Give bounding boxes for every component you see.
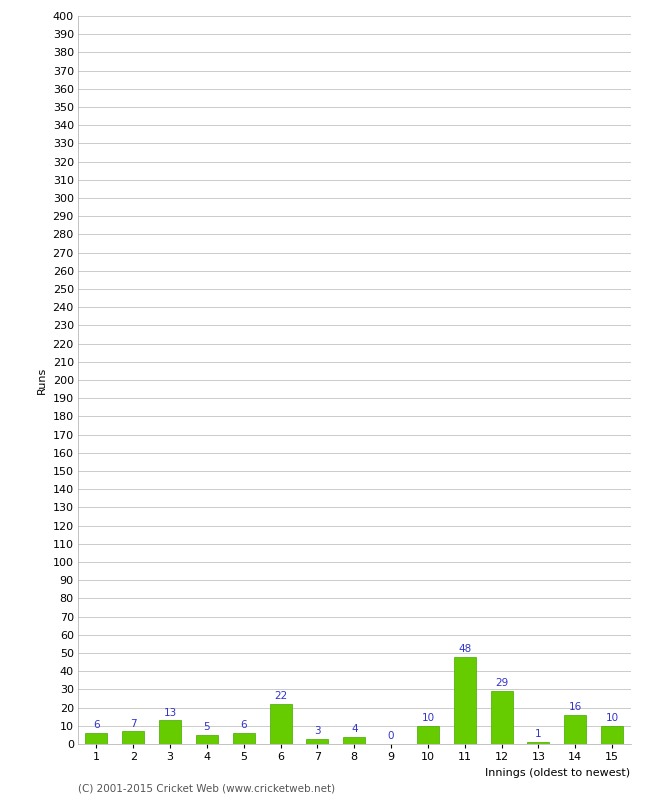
Bar	[417, 726, 439, 744]
Bar	[270, 704, 292, 744]
Text: 6: 6	[93, 720, 99, 730]
Text: 5: 5	[203, 722, 210, 732]
Text: 7: 7	[130, 718, 136, 729]
Text: 6: 6	[240, 720, 247, 730]
Text: 0: 0	[388, 731, 395, 742]
Text: 48: 48	[458, 644, 471, 654]
Bar	[343, 737, 365, 744]
Bar	[233, 733, 255, 744]
Bar	[159, 720, 181, 744]
Bar	[454, 657, 476, 744]
Text: 22: 22	[274, 691, 287, 702]
Text: 29: 29	[495, 678, 508, 689]
Bar	[527, 742, 549, 744]
Text: (C) 2001-2015 Cricket Web (www.cricketweb.net): (C) 2001-2015 Cricket Web (www.cricketwe…	[78, 784, 335, 794]
X-axis label: Innings (oldest to newest): Innings (oldest to newest)	[486, 768, 630, 778]
Text: 10: 10	[606, 713, 619, 723]
Text: 1: 1	[535, 730, 541, 739]
Bar	[491, 691, 513, 744]
Bar	[306, 738, 328, 744]
Text: 4: 4	[351, 724, 358, 734]
Text: 16: 16	[569, 702, 582, 712]
Bar	[564, 715, 586, 744]
Text: 3: 3	[314, 726, 320, 736]
Bar	[122, 731, 144, 744]
Bar	[196, 735, 218, 744]
Bar	[85, 733, 107, 744]
Y-axis label: Runs: Runs	[37, 366, 47, 394]
Text: 10: 10	[421, 713, 434, 723]
Bar	[601, 726, 623, 744]
Text: 13: 13	[163, 708, 177, 718]
